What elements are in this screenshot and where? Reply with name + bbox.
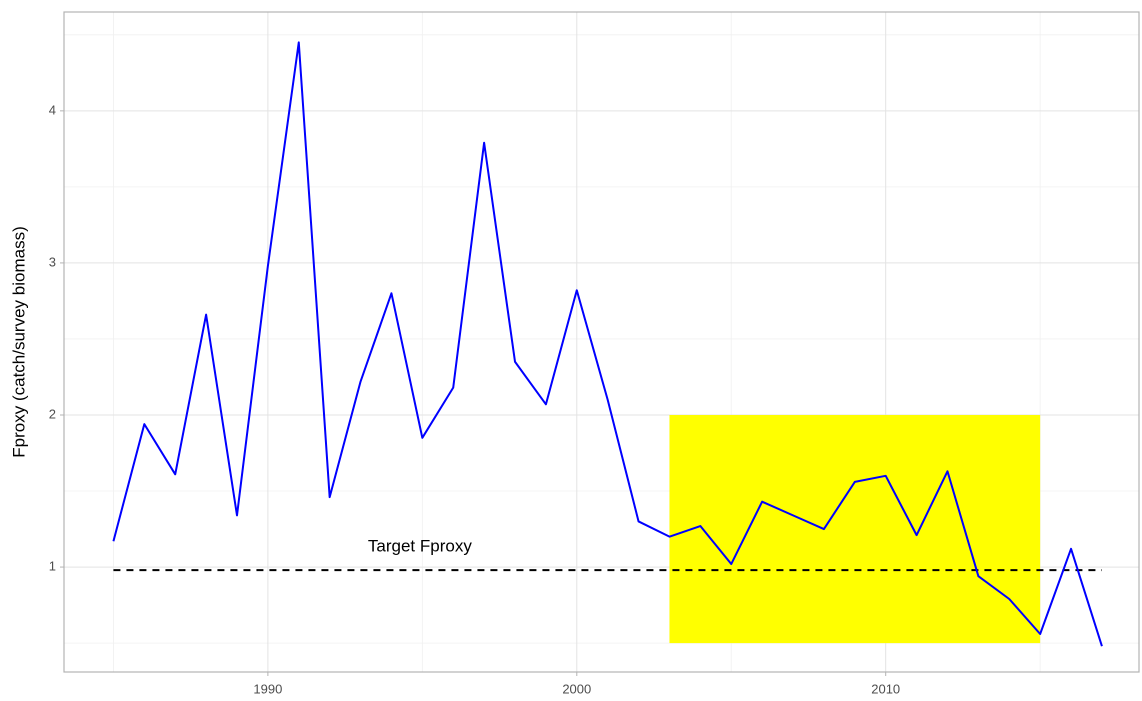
x-tick-label: 2000 — [562, 681, 591, 696]
y-tick-label: 4 — [49, 102, 56, 117]
y-tick-label: 1 — [49, 559, 56, 574]
target-label: Target Fproxy — [368, 537, 472, 556]
x-tick-label: 2010 — [871, 681, 900, 696]
x-tick-label: 1990 — [253, 681, 282, 696]
y-tick-label: 3 — [49, 254, 56, 269]
y-axis-label: Fproxy (catch/survey biomass) — [9, 226, 28, 457]
series-line — [112, 41, 1103, 647]
y-tick-label: 2 — [49, 406, 56, 421]
highlight-box — [669, 414, 1041, 644]
panel-border — [63, 11, 1140, 673]
